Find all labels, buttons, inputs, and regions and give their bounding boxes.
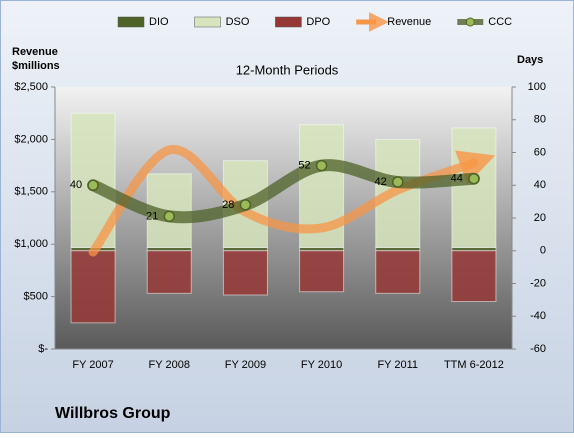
ccc-marker: [315, 159, 328, 172]
y-tick-label: $1,000: [14, 238, 48, 250]
revenue-line: [88, 145, 496, 257]
bar: [451, 250, 497, 303]
bar: [146, 250, 192, 294]
bar: [375, 250, 421, 294]
legend-label: DIO: [149, 16, 169, 28]
y-tick-label: $-: [38, 343, 48, 355]
y2-tick-label: 40: [534, 179, 546, 191]
x-tick-label: FY 2010: [301, 359, 342, 371]
bar: [70, 250, 116, 324]
data-label: 28: [222, 199, 234, 211]
bar: [451, 127, 497, 248]
y2-tick-label: 20: [534, 212, 546, 224]
y2-tick-label: 80: [534, 114, 546, 126]
y2-tick-label: 100: [528, 81, 546, 93]
y-tick-label: $500: [24, 291, 48, 303]
y-tick-label: $2,500: [14, 81, 48, 93]
x-tick-label: TTM 6-2012: [444, 359, 504, 371]
legend-label: DSO: [226, 16, 250, 28]
legend-label: Revenue: [387, 16, 431, 28]
data-label: 21: [146, 210, 158, 222]
chart-title: 12-Month Periods: [236, 62, 339, 77]
y-tick-label: $2,000: [14, 133, 48, 145]
bar: [299, 250, 345, 293]
footer: Willbros Group: [55, 405, 171, 422]
ccc-marker: [392, 176, 404, 188]
y2-tick-label: -60: [530, 343, 546, 355]
legend-swatch: [275, 16, 302, 28]
legend-label: DPO: [306, 16, 330, 28]
legend-swatch: [117, 16, 145, 28]
data-label: 44: [451, 173, 463, 185]
y-axis-label: $millions: [12, 60, 60, 72]
legend-label: CCC: [488, 16, 512, 28]
y2-tick-label: 60: [534, 146, 546, 158]
legend-swatch: [194, 16, 221, 28]
x-tick-label: FY 2008: [149, 359, 190, 371]
ccc-marker: [468, 172, 480, 185]
x-tick-label: FY 2011: [377, 359, 418, 371]
legend-swatch: [465, 17, 475, 27]
y2-tick-label: 0: [540, 245, 546, 257]
data-label: 40: [70, 179, 82, 191]
x-tick-label: FY 2009: [225, 359, 266, 371]
ccc-marker: [87, 179, 99, 191]
data-label: 52: [298, 160, 310, 172]
y-tick-label: $1,500: [14, 186, 48, 198]
bar: [222, 250, 268, 296]
ccc-marker: [239, 199, 252, 211]
ccc-marker: [163, 210, 175, 223]
x-tick-label: FY 2007: [72, 359, 113, 371]
y2-tick-label: -40: [530, 310, 546, 322]
y2-axis-label: Days: [517, 54, 543, 66]
y2-tick-label: -20: [530, 277, 546, 289]
y-axis-label: Revenue: [12, 46, 58, 58]
plot-area: [55, 87, 512, 349]
data-label: 42: [375, 176, 387, 188]
